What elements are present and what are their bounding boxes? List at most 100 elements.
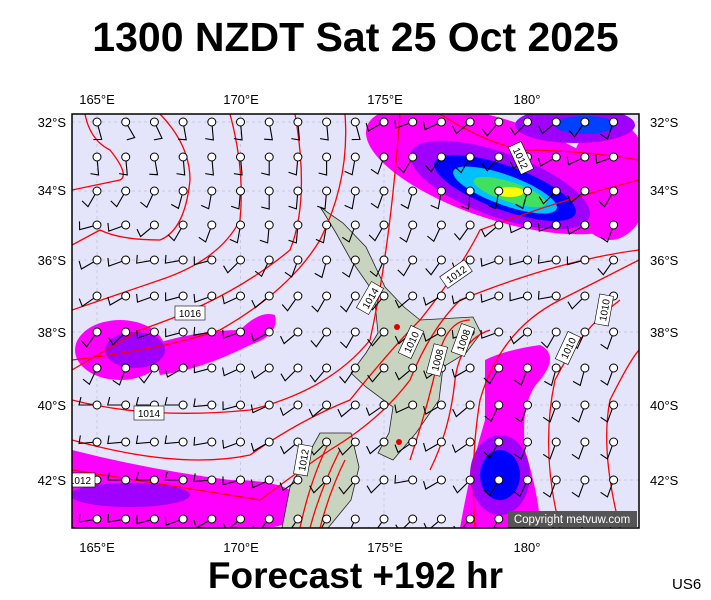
station-circle bbox=[121, 220, 131, 230]
station-circle bbox=[178, 117, 188, 127]
station-circle bbox=[580, 220, 590, 230]
station-circle bbox=[436, 255, 446, 265]
wind-barb bbox=[198, 228, 211, 243]
isobar-label: 1010 bbox=[598, 298, 613, 322]
wind-barb bbox=[484, 408, 498, 423]
station-circle bbox=[322, 291, 332, 301]
station-circle bbox=[236, 186, 245, 196]
wind-barb bbox=[425, 262, 440, 276]
station-circle bbox=[121, 117, 131, 127]
wind-barb bbox=[365, 406, 382, 417]
wind-barb bbox=[339, 335, 354, 349]
station-circle bbox=[121, 475, 131, 485]
wind-barb bbox=[176, 160, 186, 176]
wind-barb bbox=[319, 125, 329, 141]
wind-barb bbox=[280, 334, 296, 345]
station-circle bbox=[322, 220, 332, 230]
station-circle bbox=[236, 327, 245, 337]
wind-barb bbox=[510, 124, 526, 136]
wind-barb bbox=[480, 257, 496, 267]
wind-barb bbox=[281, 298, 297, 312]
wind-barb bbox=[107, 513, 122, 523]
station-circle bbox=[465, 437, 475, 447]
station-circle bbox=[121, 186, 131, 196]
wind-barb bbox=[135, 435, 151, 445]
station-circle bbox=[580, 400, 590, 410]
wind-barb bbox=[308, 407, 324, 418]
station-circle bbox=[551, 327, 561, 337]
station-circle bbox=[322, 400, 332, 410]
station-circle bbox=[408, 186, 418, 196]
station-circle bbox=[236, 255, 245, 265]
copyright-text: Copyright metvuw.com bbox=[514, 514, 630, 526]
wind-barb bbox=[261, 195, 270, 210]
wind-barb bbox=[595, 154, 611, 164]
right-lat-label: 38°S bbox=[650, 325, 679, 340]
station-circle bbox=[379, 291, 389, 301]
wind-barb bbox=[250, 332, 267, 342]
wind-barb bbox=[338, 482, 354, 495]
station-circle bbox=[236, 117, 245, 127]
station-circle bbox=[408, 437, 418, 447]
station-circle bbox=[494, 220, 504, 230]
station-circle bbox=[207, 186, 217, 196]
station-circle bbox=[523, 327, 532, 337]
station-circle bbox=[293, 220, 303, 230]
station-circle bbox=[609, 117, 619, 127]
wind-barb bbox=[106, 471, 122, 481]
wind-barb bbox=[138, 370, 153, 384]
wind-barb bbox=[483, 445, 498, 459]
station-circle bbox=[580, 186, 590, 196]
station-circle bbox=[408, 117, 418, 127]
left-lat-label: 38°S bbox=[38, 325, 67, 340]
station-circle bbox=[551, 400, 561, 410]
wind-barb bbox=[315, 228, 327, 244]
wind-barb bbox=[288, 228, 299, 244]
station-circle bbox=[379, 327, 389, 337]
wind-barbs bbox=[78, 117, 619, 528]
station-circle bbox=[236, 363, 245, 373]
left-lat-label: 42°S bbox=[38, 473, 67, 488]
station-circle bbox=[322, 152, 332, 162]
wind-barb bbox=[600, 371, 613, 386]
station-circle bbox=[551, 291, 561, 301]
station-circle bbox=[149, 186, 159, 196]
station-circle bbox=[121, 437, 131, 447]
station-circle bbox=[236, 220, 245, 230]
station-circle bbox=[551, 117, 561, 127]
isobar-label: 1016 bbox=[179, 309, 202, 320]
wind-barb bbox=[566, 256, 582, 266]
wind-barb bbox=[284, 263, 298, 278]
wind-barb bbox=[394, 443, 410, 454]
station-circle bbox=[121, 363, 131, 373]
wind-barb bbox=[291, 125, 301, 141]
station-circle bbox=[207, 363, 217, 373]
station-circle bbox=[264, 363, 274, 373]
station-circle bbox=[293, 475, 303, 485]
wind-barb bbox=[250, 442, 267, 452]
wind-barb bbox=[537, 254, 553, 264]
station-circle bbox=[465, 117, 475, 127]
wind-barb bbox=[487, 194, 499, 210]
station-circle bbox=[92, 220, 102, 230]
map-frame bbox=[71, 113, 640, 529]
station-circle bbox=[580, 152, 590, 162]
wind-barb bbox=[366, 444, 382, 455]
wind-barb bbox=[451, 443, 468, 454]
copyright-box: Copyright metvuw.com bbox=[508, 511, 637, 527]
station-circle bbox=[264, 291, 274, 301]
wind-barb bbox=[223, 262, 239, 274]
wind-barb bbox=[135, 396, 151, 406]
wind-barb bbox=[78, 260, 94, 270]
wind-barb bbox=[400, 194, 413, 210]
left-lat-label: 40°S bbox=[38, 398, 67, 413]
wind-barb bbox=[164, 254, 180, 264]
wind-barb bbox=[509, 292, 524, 302]
station-circle bbox=[293, 327, 303, 337]
station-circle bbox=[609, 255, 619, 265]
right-lat-label: 32°S bbox=[650, 115, 679, 130]
wind-barb bbox=[581, 522, 585, 528]
wind-barb bbox=[538, 193, 554, 205]
station-circle bbox=[149, 514, 159, 524]
station-circle bbox=[379, 400, 389, 410]
